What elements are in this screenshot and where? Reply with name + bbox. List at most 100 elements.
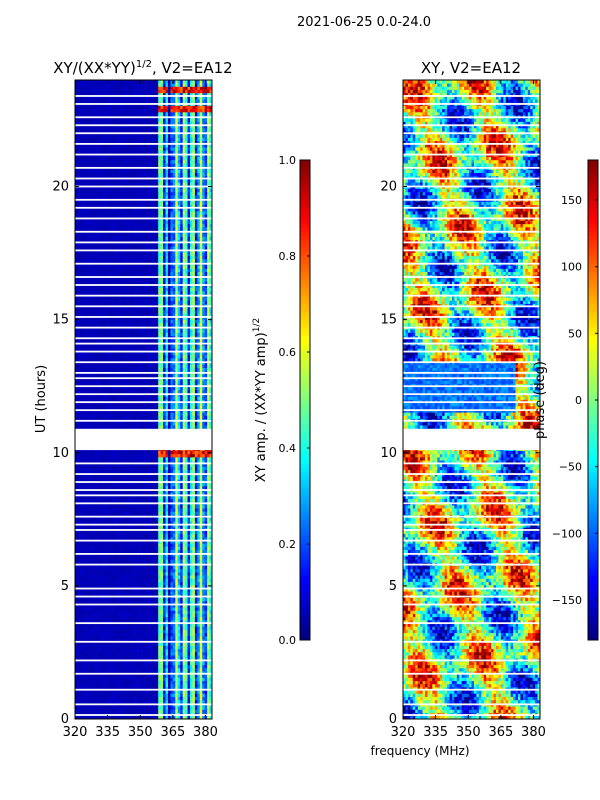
heatmap-cell: [92, 575, 95, 579]
heatmap-cell: [168, 626, 171, 630]
heatmap-cell: [112, 543, 115, 547]
heatmap-cell: [136, 531, 139, 535]
heatmap-cell: [95, 630, 98, 634]
heatmap-cell: [95, 674, 98, 678]
heatmap-cell: [144, 630, 147, 634]
heatmap-cell: [126, 642, 129, 646]
heatmap-cell: [114, 546, 117, 550]
heatmap-cell: [192, 697, 195, 701]
heatmap-cell: [114, 598, 117, 602]
heatmap-cell: [126, 677, 129, 681]
heatmap-cell: [109, 546, 112, 550]
heatmap-cell: [178, 674, 181, 678]
heatmap-cell: [107, 655, 110, 659]
heatmap-cell: [92, 626, 95, 630]
heatmap-cell: [163, 700, 166, 704]
heatmap-cell: [197, 546, 200, 550]
heatmap-cell: [197, 630, 200, 634]
heatmap-cell: [141, 531, 144, 535]
heatmap-cell: [117, 610, 120, 614]
heatmap-cell: [117, 684, 120, 688]
heatmap-cell: [90, 543, 93, 547]
heatmap-cell: [77, 546, 80, 550]
heatmap-cell: [168, 559, 171, 563]
heatmap-cell: [117, 655, 120, 659]
heatmap-cell: [102, 566, 105, 570]
heatmap-cell: [92, 543, 95, 547]
heatmap-cell: [207, 550, 210, 554]
heatmap-cell: [195, 559, 198, 563]
heatmap-cell: [170, 709, 173, 713]
heatmap-cell: [112, 607, 115, 611]
heatmap-cell: [205, 681, 208, 685]
heatmap-cell: [95, 661, 98, 665]
heatmap-cell: [129, 697, 132, 701]
heatmap-cell: [90, 690, 93, 694]
heatmap-cell: [183, 559, 186, 563]
heatmap-cell: [136, 569, 139, 573]
heatmap-cell: [126, 572, 129, 576]
heatmap-cell: [161, 684, 164, 688]
heatmap-cell: [109, 665, 112, 669]
heatmap-cell: [109, 550, 112, 554]
heatmap-cell: [109, 652, 112, 656]
heatmap-cell: [195, 610, 198, 614]
heatmap-cell: [121, 655, 124, 659]
heatmap-cell: [170, 674, 173, 678]
heatmap-cell: [190, 690, 193, 694]
heatmap-cell: [190, 572, 193, 576]
heatmap-cell: [107, 546, 110, 550]
heatmap-cell: [97, 693, 100, 697]
heatmap-cell: [188, 681, 191, 685]
heatmap-cell: [163, 617, 166, 621]
heatmap-cell: [166, 626, 169, 630]
heatmap-cell: [107, 572, 110, 576]
heatmap-cell: [136, 665, 139, 669]
heatmap-cell: [92, 661, 95, 665]
heatmap-cell: [104, 649, 107, 653]
heatmap-cell: [131, 578, 134, 582]
heatmap-cell: [153, 531, 156, 535]
heatmap-cell: [114, 566, 117, 570]
heatmap-cell: [92, 668, 95, 672]
heatmap-cell: [107, 559, 110, 563]
heatmap-cell: [200, 652, 203, 656]
heatmap-cell: [117, 677, 120, 681]
heatmap-cell: [134, 684, 137, 688]
heatmap-cell: [126, 649, 129, 653]
heatmap-cell: [202, 531, 205, 535]
heatmap-cell: [173, 674, 176, 678]
heatmap-cell: [99, 684, 102, 688]
heatmap-cell: [129, 582, 132, 586]
heatmap-cell: [99, 598, 102, 602]
heatmap-cell: [195, 636, 198, 640]
heatmap-cell: [139, 575, 142, 579]
heatmap-cell: [183, 617, 186, 621]
heatmap-cell: [87, 550, 90, 554]
heatmap-cell: [121, 610, 124, 614]
heatmap-cell: [197, 591, 200, 595]
heatmap-cell: [87, 690, 90, 694]
heatmap-cell: [97, 655, 100, 659]
heatmap-cell: [119, 591, 122, 595]
heatmap-cell: [136, 709, 139, 713]
heatmap-cell: [156, 614, 159, 618]
heatmap-cell: [109, 646, 112, 650]
heatmap-cell: [131, 706, 134, 710]
heatmap-cell: [161, 582, 164, 586]
heatmap-cell: [202, 614, 205, 618]
heatmap-cell: [190, 607, 193, 611]
heatmap-cell: [148, 649, 151, 653]
heatmap-cell: [117, 633, 120, 637]
heatmap-cell: [200, 559, 203, 563]
heatmap-cell: [90, 626, 93, 630]
heatmap-cell: [170, 610, 173, 614]
heatmap-cell: [192, 652, 195, 656]
heatmap-cell: [124, 543, 127, 547]
heatmap-cell: [153, 559, 156, 563]
heatmap-cell: [109, 610, 112, 614]
heatmap-cell: [183, 636, 186, 640]
heatmap-cell: [95, 636, 98, 640]
heatmap-cell: [161, 697, 164, 701]
heatmap-cell: [185, 693, 188, 697]
